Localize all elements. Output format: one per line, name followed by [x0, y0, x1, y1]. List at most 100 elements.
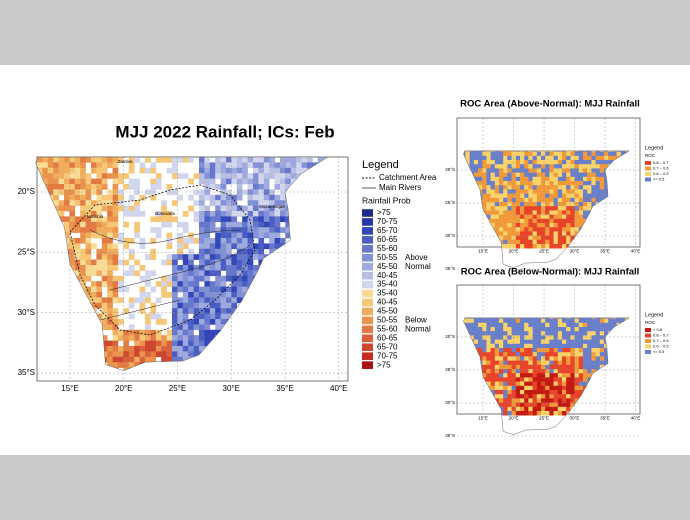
map-cell — [515, 339, 521, 345]
map-cell — [482, 197, 487, 203]
map-cell — [503, 356, 508, 361]
map-cell — [226, 162, 232, 169]
map-cell — [591, 327, 596, 332]
map-cell — [177, 270, 184, 277]
map-cell — [91, 211, 97, 217]
map-cell — [123, 351, 130, 358]
map-cell — [482, 322, 487, 328]
map-cell — [263, 205, 270, 212]
map-cell — [139, 351, 146, 358]
map-cell — [553, 373, 559, 378]
map-cell — [182, 275, 189, 282]
map-cell — [591, 348, 596, 353]
map-cell — [591, 322, 596, 328]
map-cell — [553, 168, 559, 173]
map-cell — [231, 292, 238, 298]
map-cell — [515, 214, 521, 220]
map-cell — [541, 160, 546, 165]
map-cell — [511, 223, 517, 228]
map-cell — [204, 184, 211, 190]
map-cell — [258, 200, 265, 206]
map-cell — [557, 339, 563, 345]
map-cell — [553, 244, 559, 249]
map-cell — [226, 275, 232, 282]
map-cell — [499, 223, 504, 228]
map-cell — [507, 214, 512, 220]
map-cell — [524, 160, 529, 165]
map-cell — [557, 356, 563, 361]
roc-legend-title: Legend — [645, 312, 663, 318]
map-cell — [562, 181, 567, 186]
map-cell — [515, 202, 521, 207]
map-cell — [193, 173, 200, 179]
map-cell — [209, 329, 216, 336]
roc-title: ROC Area (Below-Normal): MJJ Rainfall — [461, 267, 640, 278]
map-cell — [145, 324, 151, 331]
map-cell — [486, 352, 491, 357]
map-cell — [599, 322, 605, 328]
map-cell — [204, 243, 211, 250]
map-cell — [511, 168, 517, 173]
map-cell — [562, 331, 567, 336]
map-cell — [91, 297, 97, 304]
map-cell — [499, 210, 504, 215]
map-cell — [507, 331, 512, 336]
map-cell — [182, 286, 189, 293]
map-cell — [85, 259, 92, 266]
map-cell — [532, 150, 538, 152]
map-cell — [532, 406, 538, 412]
map-cell — [532, 390, 538, 395]
map-cell — [193, 319, 200, 325]
map-cell — [107, 205, 113, 212]
map-cell — [515, 168, 521, 173]
map-cell — [482, 160, 487, 165]
map-cell — [478, 318, 483, 324]
map-cell — [545, 373, 550, 378]
map-cell — [96, 254, 103, 260]
map-cell — [578, 381, 584, 387]
map-cell — [182, 227, 189, 233]
map-cell — [490, 318, 496, 324]
map-cell — [562, 348, 567, 353]
map-cell — [150, 346, 157, 352]
map-cell — [478, 172, 483, 178]
map-cell — [578, 352, 584, 357]
map-cell — [591, 168, 596, 173]
map-cell — [215, 243, 221, 250]
map-cell — [465, 327, 470, 332]
map-cell — [562, 214, 567, 220]
map-cell — [520, 164, 525, 169]
map-cell — [150, 178, 157, 185]
map-cell — [536, 155, 542, 161]
map-cell — [220, 162, 227, 169]
map-cell — [139, 297, 146, 304]
roc-legend-label: 0.8 – 0.7 — [653, 333, 669, 338]
map-cell — [193, 281, 200, 287]
map-cell — [112, 308, 119, 314]
map-cell — [532, 327, 538, 332]
map-cell — [503, 381, 508, 387]
map-cell — [74, 216, 81, 223]
legend-swatch — [362, 209, 373, 217]
map-cell — [562, 339, 567, 345]
map-cell — [528, 394, 533, 399]
map-cell — [101, 265, 108, 271]
map-cell — [566, 164, 571, 169]
map-cell — [503, 377, 508, 382]
map-cell — [536, 356, 542, 361]
map-cell — [520, 214, 525, 220]
map-cell — [204, 194, 211, 201]
map-cell — [570, 327, 575, 332]
map-cell — [557, 335, 563, 340]
map-cell — [616, 317, 622, 319]
map-cell — [549, 214, 554, 220]
map-cell — [528, 150, 533, 152]
map-cell — [128, 346, 135, 352]
legend-label: 50-55 — [377, 253, 398, 262]
map-cell — [503, 160, 508, 165]
map-cell — [503, 411, 508, 416]
map-cell — [511, 164, 517, 169]
map-cell — [553, 235, 559, 241]
map-cell — [247, 162, 254, 169]
map-cell — [155, 319, 162, 325]
